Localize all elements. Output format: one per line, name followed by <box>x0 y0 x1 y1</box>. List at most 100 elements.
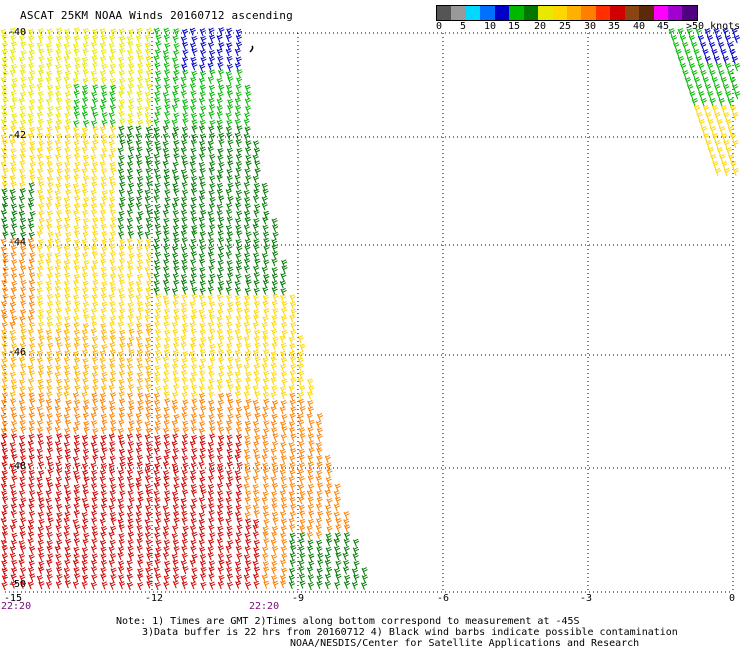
wind-barb <box>135 426 142 436</box>
wind-barb <box>181 293 188 302</box>
wind-barb <box>245 105 252 114</box>
wind-barb <box>29 343 36 352</box>
wind-barb <box>117 498 124 507</box>
wind-barb <box>10 266 17 275</box>
wind-barb <box>280 315 288 324</box>
wind-barb <box>99 104 106 113</box>
wind-barb <box>695 56 702 65</box>
wind-barb <box>298 370 305 379</box>
wind-barb <box>163 314 170 323</box>
wind-barb <box>145 399 152 408</box>
wind-barb <box>190 196 197 205</box>
colorbar-segment <box>581 6 596 20</box>
wind-barb <box>38 28 45 37</box>
wind-barb <box>18 503 26 512</box>
wind-barb <box>47 517 54 526</box>
wind-barb <box>0 133 7 143</box>
wind-barb <box>208 538 215 548</box>
wind-barb <box>1 398 8 408</box>
wind-barb <box>272 433 279 442</box>
wind-barb <box>146 280 153 289</box>
wind-barb <box>127 112 134 121</box>
wind-barb <box>64 203 71 212</box>
wind-barb <box>108 188 116 198</box>
wind-barb <box>144 189 151 198</box>
wind-barb <box>54 426 61 435</box>
wind-barb <box>27 265 35 274</box>
wind-barb <box>137 210 144 219</box>
wind-barb <box>56 378 63 387</box>
wind-barb <box>199 223 206 232</box>
wind-barb <box>29 356 36 365</box>
wind-barb <box>28 420 36 429</box>
wind-barb <box>47 84 54 93</box>
wind-barb <box>127 77 135 86</box>
wind-barb <box>99 518 106 527</box>
wind-barb <box>189 440 196 449</box>
wind-barb <box>46 573 53 583</box>
wind-barb <box>144 203 152 212</box>
wind-barb <box>1 448 9 457</box>
wind-barb <box>226 209 233 218</box>
wind-barb <box>37 105 44 114</box>
wind-barb <box>1 63 9 72</box>
wind-barb <box>691 70 698 79</box>
wind-barb <box>19 125 26 135</box>
wind-barb <box>135 133 142 142</box>
colorbar-segment <box>465 6 481 20</box>
colorbar-segment <box>509 6 524 20</box>
wind-barb <box>714 140 721 149</box>
wind-barb <box>109 490 116 499</box>
wind-barb <box>153 280 160 289</box>
wind-barb <box>2 195 9 204</box>
wind-barb <box>127 217 134 226</box>
wind-barb <box>235 398 242 407</box>
wind-barb <box>10 237 17 247</box>
wind-barb <box>236 420 243 429</box>
wind-barb <box>90 441 97 450</box>
wind-barb <box>253 496 260 506</box>
wind-barb <box>19 224 26 233</box>
wind-barb <box>289 412 296 422</box>
wind-barb <box>92 378 99 387</box>
wind-barb <box>92 133 99 142</box>
wind-barb <box>36 476 43 485</box>
wind-barb <box>9 371 17 380</box>
wind-barb <box>244 426 252 436</box>
wind-barb <box>234 371 241 380</box>
wind-barb <box>207 210 214 219</box>
wind-barb <box>20 567 27 576</box>
wind-barb <box>226 364 234 373</box>
wind-barb <box>198 77 206 86</box>
wind-barb <box>18 559 25 568</box>
wind-barb <box>9 483 16 492</box>
wind-barb <box>135 482 142 491</box>
wind-barb <box>47 461 54 470</box>
wind-barb <box>100 293 108 302</box>
wind-barb <box>55 76 62 85</box>
lon-label-15: -15 <box>4 593 23 604</box>
wind-barb <box>2 97 9 106</box>
wind-barb <box>10 286 17 296</box>
wind-barb <box>110 308 117 317</box>
wind-barb <box>55 63 62 72</box>
wind-barb <box>217 62 224 71</box>
wind-barb <box>145 69 153 79</box>
wind-barb <box>281 322 288 331</box>
wind-barb <box>19 545 27 554</box>
wind-barb <box>243 391 250 400</box>
wind-barb <box>234 560 242 569</box>
wind-barb <box>164 83 171 93</box>
wind-barb <box>289 399 296 408</box>
wind-barb <box>181 28 189 37</box>
wind-barb <box>199 167 206 177</box>
wind-barb <box>9 188 16 198</box>
wind-barb <box>235 252 242 262</box>
wind-barb <box>128 349 135 358</box>
wind-barb <box>200 314 207 323</box>
wind-barb <box>180 83 187 92</box>
wind-barb <box>29 398 36 407</box>
wind-barb <box>243 181 250 190</box>
wind-barb <box>689 63 696 72</box>
wind-barb <box>695 28 702 37</box>
